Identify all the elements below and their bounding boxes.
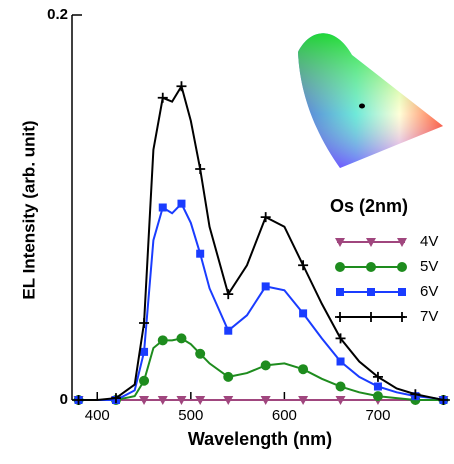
data-point [373, 382, 382, 391]
legend-title: Os (2nm) [330, 196, 408, 216]
y-tick-label: 0 [60, 391, 68, 408]
data-point [336, 357, 345, 366]
data-point [139, 318, 150, 328]
data-point [298, 364, 309, 375]
data-point [299, 309, 308, 318]
legend-label: 4V [420, 233, 438, 250]
data-point [73, 395, 84, 405]
data-point [223, 289, 234, 300]
legend-marker [398, 288, 406, 296]
data-point [140, 347, 149, 356]
legend-label: 7V [420, 308, 438, 325]
x-tick-label: 700 [365, 407, 390, 424]
data-point [110, 393, 121, 404]
data-point [335, 381, 346, 392]
data-point [260, 396, 271, 405]
data-point [372, 371, 383, 382]
data-point [298, 260, 309, 271]
data-point [372, 391, 383, 402]
legend-marker [366, 238, 376, 247]
data-point [195, 348, 206, 359]
data-point [223, 396, 234, 405]
data-point [335, 333, 346, 344]
legend-marker [335, 312, 345, 322]
data-point [157, 335, 168, 346]
legend-marker [397, 238, 407, 247]
legend-label: 5V [420, 258, 438, 275]
data-point [223, 371, 234, 382]
data-point [176, 333, 187, 344]
data-point [195, 164, 206, 174]
data-point [157, 396, 168, 405]
data-point [260, 360, 271, 371]
data-point [139, 375, 150, 386]
data-point [177, 199, 186, 208]
series-line [78, 201, 444, 401]
cie-inset [298, 33, 443, 168]
data-point [224, 326, 233, 335]
x-tick-label: 500 [178, 407, 203, 424]
data-point [139, 396, 150, 405]
data-point [195, 396, 206, 405]
y-tick-label: 0.2 [47, 6, 68, 23]
legend-marker [367, 288, 375, 296]
legend-marker [397, 262, 407, 272]
data-point [157, 92, 168, 103]
data-point [438, 395, 449, 405]
legend-marker [335, 238, 345, 247]
data-point [176, 81, 187, 92]
legend-label: 6V [420, 283, 438, 300]
x-tick-label: 600 [272, 407, 297, 424]
data-point [176, 396, 187, 405]
data-point [335, 396, 346, 405]
data-point [196, 249, 205, 258]
data-point [261, 282, 270, 291]
legend-marker [335, 262, 345, 272]
data-point [298, 396, 309, 405]
legend-marker [366, 262, 376, 272]
y-axis-label: EL Intensity (arb. unit) [19, 120, 38, 299]
data-point [260, 212, 271, 223]
legend-marker [397, 312, 407, 322]
legend-marker [366, 312, 376, 322]
data-point [410, 389, 421, 400]
x-axis-label: Wavelength (nm) [188, 429, 332, 449]
data-point [158, 203, 167, 212]
legend-marker [336, 288, 344, 296]
x-tick-label: 400 [85, 407, 110, 424]
